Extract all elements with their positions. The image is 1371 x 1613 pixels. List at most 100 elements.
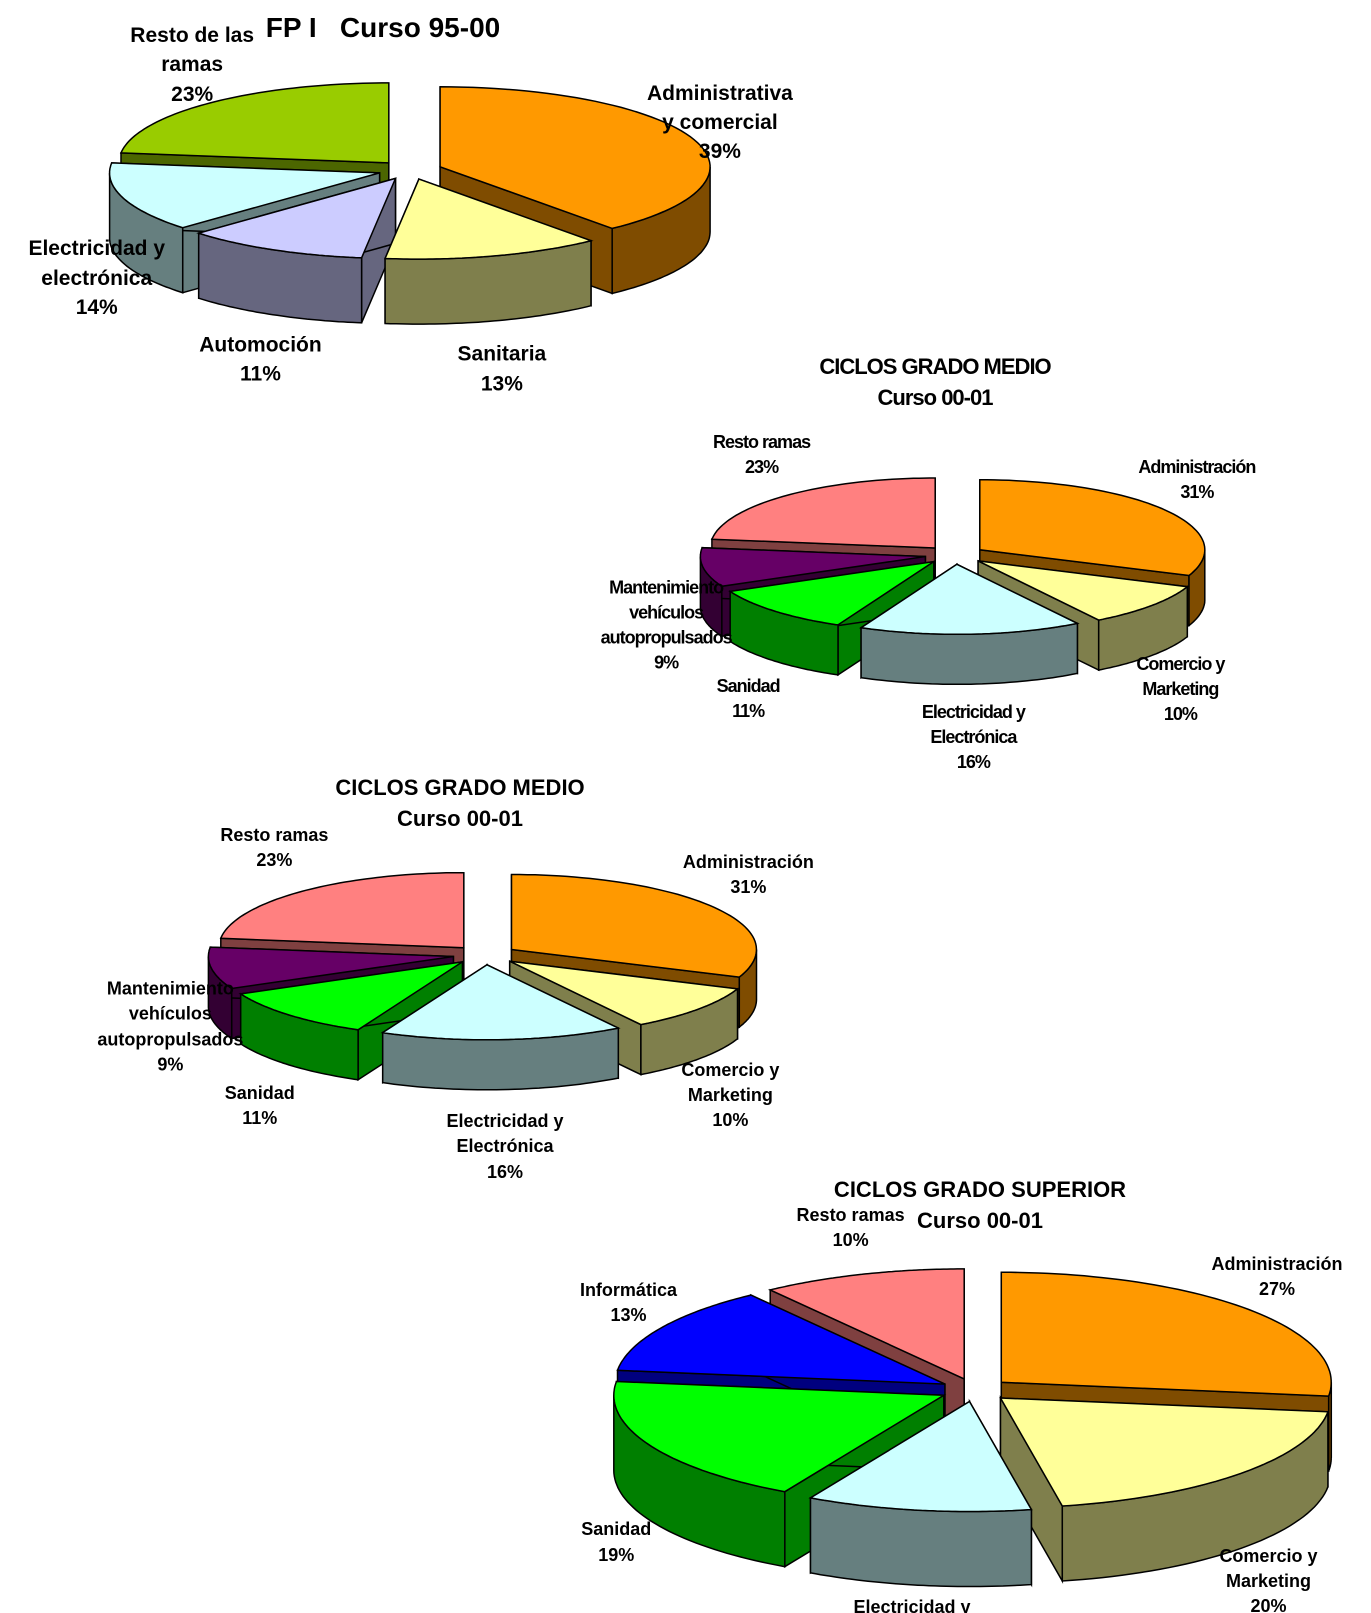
category-label: Administrativa y comercial bbox=[646, 81, 793, 134]
category-label: Administración bbox=[1138, 457, 1256, 478]
chart-title: FP I Curso 95-00 bbox=[266, 8, 500, 47]
value-label: 11% bbox=[240, 362, 281, 386]
value-label: 13% bbox=[610, 1305, 647, 1326]
slice bbox=[999, 1397, 1329, 1507]
category-label: Resto ramas bbox=[220, 824, 329, 845]
category-label: Electricidad y Electrónica bbox=[446, 1111, 564, 1157]
slice-label: Informática 13% bbox=[553, 1278, 703, 1328]
slice bbox=[977, 560, 1190, 621]
category-label: Comercio y Marketing bbox=[1219, 1545, 1318, 1592]
value-label: 19% bbox=[598, 1544, 635, 1565]
slice-label: Sanidad 11% bbox=[678, 674, 818, 724]
slice-label: Mantenimiento vehículos autopropulsados 9… bbox=[596, 575, 736, 676]
subtitle-text: Curso 00-01 bbox=[917, 1207, 1043, 1233]
slice bbox=[509, 960, 740, 1026]
category-label: Mantenimiento vehículos autopropulsados bbox=[97, 978, 244, 1050]
slice-label: Administración 31% bbox=[673, 850, 823, 900]
slice bbox=[219, 871, 465, 949]
title-text: CICLOS GRADO MEDIO bbox=[335, 775, 585, 800]
category-label: Electricidad y Electrónica bbox=[853, 1597, 971, 1613]
slice-label: Sanidad 11% bbox=[185, 1081, 335, 1131]
category-label: Electricidad y Electrónica bbox=[921, 701, 1026, 748]
title-text: CICLOS GRADO SUPERIOR bbox=[833, 1177, 1127, 1202]
value-label: 14% bbox=[75, 295, 118, 319]
slice-label: Electricidad y electrónica 14% bbox=[22, 234, 172, 322]
category-label: Administración bbox=[682, 851, 814, 872]
value-label: 9% bbox=[654, 652, 679, 673]
slice-label: Resto de las ramas 23% bbox=[117, 21, 267, 109]
slice-label: Administración 31% bbox=[1127, 455, 1267, 505]
value-label: 23% bbox=[745, 457, 779, 478]
slice-label: Comercio y Marketing 20% bbox=[1193, 1544, 1343, 1613]
category-label: Comercio y Marketing bbox=[681, 1060, 780, 1106]
slice-label: Resto ramas 10% bbox=[776, 1203, 926, 1253]
slice-label: Mantenimiento vehículos autopropulsados 9… bbox=[95, 977, 245, 1078]
slice bbox=[1000, 1271, 1332, 1397]
slice bbox=[196, 177, 397, 259]
slice-label: Automoción 11% bbox=[185, 330, 335, 389]
slice bbox=[119, 82, 390, 164]
title-text: FP I Curso 95-00 bbox=[265, 12, 501, 43]
value-label: 11% bbox=[732, 701, 765, 722]
title-text: CICLOS GRADO MEDIO bbox=[819, 354, 1051, 379]
slice bbox=[439, 86, 711, 230]
value-label: 23% bbox=[171, 82, 214, 106]
slice bbox=[108, 162, 380, 229]
value-label: 16% bbox=[486, 1161, 523, 1182]
category-label: Comercio y Marketing bbox=[1136, 653, 1225, 700]
value-label: 31% bbox=[730, 876, 767, 897]
slice bbox=[238, 961, 463, 1031]
value-label: 39% bbox=[698, 140, 741, 164]
slice-label: Sanidad 19% bbox=[541, 1517, 691, 1567]
value-label: 31% bbox=[1180, 482, 1214, 503]
category-label: Sanidad bbox=[581, 1519, 652, 1540]
category-label: Mantenimiento vehículos autopropulsados bbox=[600, 577, 733, 648]
slice bbox=[613, 1380, 947, 1493]
slice-label: Administrativa y comercial 39% bbox=[645, 78, 795, 166]
chart-title: CICLOS GRADO MEDIO Curso 00-01 bbox=[819, 352, 1051, 414]
value-label: 23% bbox=[256, 850, 293, 871]
slice-label: Resto ramas 23% bbox=[692, 430, 832, 480]
category-label: Informática bbox=[579, 1280, 677, 1301]
value-label: 10% bbox=[1163, 704, 1198, 725]
value-label: 11% bbox=[242, 1107, 278, 1128]
slice bbox=[699, 546, 926, 588]
slice bbox=[616, 1294, 946, 1385]
value-label: 16% bbox=[956, 752, 991, 773]
slice bbox=[207, 946, 454, 990]
slice-label: Sanitaria 13% bbox=[427, 340, 577, 399]
slice bbox=[858, 563, 1080, 636]
category-label: Sanitaria bbox=[457, 343, 547, 367]
slice bbox=[979, 479, 1206, 577]
category-label: Sanidad bbox=[224, 1082, 295, 1103]
value-label: 10% bbox=[712, 1110, 749, 1131]
category-label: Sanidad bbox=[716, 675, 781, 696]
slice-label: Administración 27% bbox=[1202, 1252, 1352, 1302]
slice bbox=[808, 1400, 1033, 1513]
value-label: 20% bbox=[1250, 1596, 1287, 1613]
category-label: Administración bbox=[1211, 1254, 1343, 1275]
category-label: Automoción bbox=[199, 333, 322, 357]
category-label: Resto de las ramas bbox=[130, 23, 255, 77]
slice bbox=[383, 178, 594, 260]
slice-label: Electricidad y Electrónica 16% bbox=[903, 700, 1043, 776]
subtitle-text: Curso 00-01 bbox=[877, 384, 994, 410]
chart-title: CICLOS GRADO MEDIO Curso 00-01 bbox=[335, 773, 584, 835]
value-label: 13% bbox=[480, 372, 523, 396]
category-label: Electricidad y electrónica bbox=[28, 237, 165, 290]
slice bbox=[380, 963, 621, 1041]
slice-label: Electricidad y Electrónica 16% bbox=[430, 1109, 580, 1185]
slice bbox=[728, 560, 935, 626]
category-label: Resto ramas bbox=[713, 432, 811, 453]
value-label: 9% bbox=[157, 1054, 184, 1075]
slice-label: Electricidad y Electrónica11% bbox=[837, 1596, 987, 1613]
slice bbox=[710, 477, 936, 549]
value-label: 10% bbox=[832, 1229, 869, 1250]
subtitle-text: Curso 00-01 bbox=[397, 805, 523, 831]
value-label: 27% bbox=[1258, 1279, 1295, 1300]
slice bbox=[767, 1268, 965, 1381]
slice bbox=[510, 873, 758, 978]
chart-title: CICLOS GRADO SUPERIOR Curso 00-01 bbox=[834, 1175, 1126, 1237]
